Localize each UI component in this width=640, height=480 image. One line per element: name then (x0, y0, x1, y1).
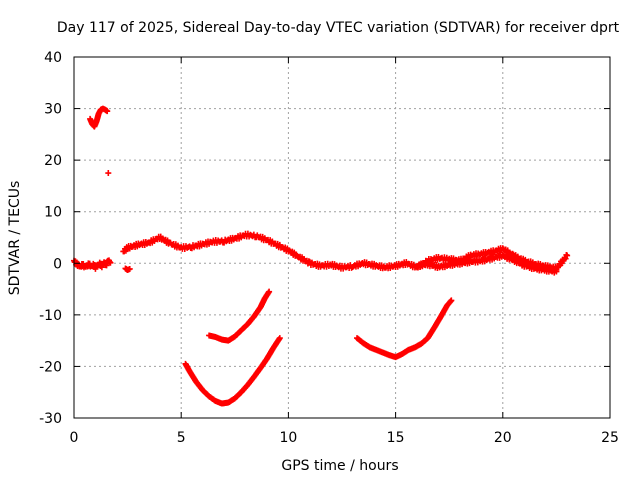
data-point (448, 297, 455, 304)
tick-layer: 0 5 10 15 20 25 -30 -20 -10 0 10 20 30 40 (39, 50, 619, 446)
series-arc-upper-left (206, 288, 273, 344)
series-main-trace-lower (414, 251, 560, 276)
data-point (105, 170, 112, 177)
y-tick-label: 40 (44, 50, 62, 66)
x-tick-label: 5 (177, 430, 186, 446)
data-point (564, 252, 571, 259)
series-early-cluster (71, 257, 114, 272)
y-axis-label: SDTVAR / TECUs (7, 181, 23, 296)
data-point (266, 288, 273, 295)
y-tick-label: -10 (39, 308, 62, 324)
series-short-dip (122, 265, 133, 273)
series-arc-lower-left (182, 335, 283, 407)
y-tick-label: 30 (44, 102, 62, 118)
data-point (107, 259, 114, 266)
data-point (553, 268, 560, 275)
y-tick-label: 0 (53, 256, 62, 272)
data-layer (71, 105, 571, 407)
series-arc-middle (354, 297, 455, 361)
data-point (104, 108, 111, 115)
data-point (126, 265, 133, 272)
series-early-high (87, 105, 112, 177)
x-tick-label: 25 (601, 430, 619, 446)
y-tick-label: -20 (39, 359, 62, 375)
y-tick-label: 10 (44, 205, 62, 221)
plot-frame (73, 56, 611, 419)
x-tick-label: 20 (494, 430, 512, 446)
series-main-trace (120, 230, 571, 273)
x-axis-label: GPS time / hours (281, 458, 398, 474)
x-tick-label: 15 (387, 430, 405, 446)
x-tick-label: 0 (70, 430, 79, 446)
x-tick-label: 10 (279, 430, 297, 446)
y-tick-label: -30 (39, 411, 62, 427)
chart-title: Day 117 of 2025, Sidereal Day-to-day VTE… (57, 20, 620, 36)
y-tick-label: 20 (44, 153, 62, 169)
data-point (276, 335, 283, 342)
